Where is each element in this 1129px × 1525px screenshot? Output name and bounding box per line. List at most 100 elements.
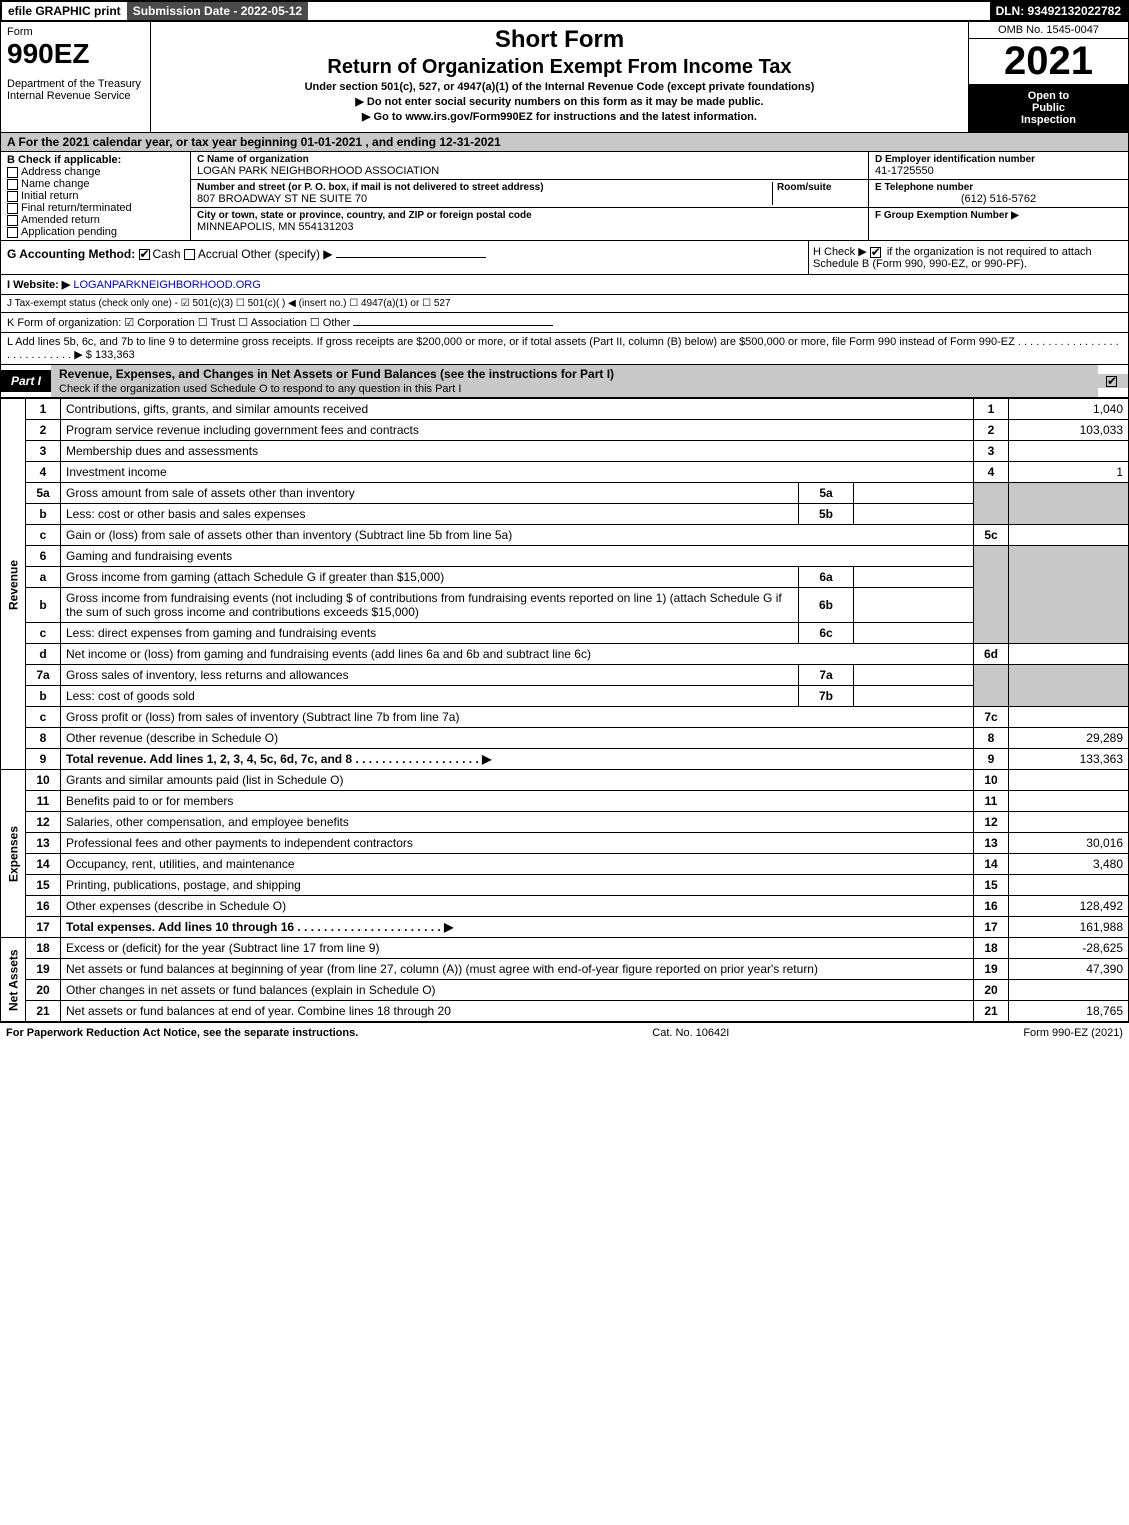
l2-n: 2 [26, 420, 61, 441]
l6a-desc: Gross income from gaming (attach Schedul… [61, 567, 799, 588]
l21-box: 21 [974, 1001, 1009, 1022]
l6-n: 6 [26, 546, 61, 567]
l18-n: 18 [26, 938, 61, 959]
l21-amt: 18,765 [1009, 1001, 1129, 1022]
l6d-n: d [26, 644, 61, 665]
header-left: Form 990EZ Department of the Treasury In… [1, 22, 151, 132]
l21-desc: Net assets or fund balances at end of ye… [61, 1001, 974, 1022]
l19-box: 19 [974, 959, 1009, 980]
l7a-iamt [854, 665, 974, 686]
accrual-label: Accrual [198, 247, 238, 261]
l14-amt: 3,480 [1009, 854, 1129, 875]
footer-right: Form 990-EZ (2021) [1023, 1027, 1123, 1039]
l6c-iamt [854, 623, 974, 644]
l7c-n: c [26, 707, 61, 728]
l9-box: 9 [974, 749, 1009, 770]
efile-print-label[interactable]: efile GRAPHIC print [2, 2, 127, 20]
l6b-ibox: 6b [799, 588, 854, 623]
col-cde: C Name of organization LOGAN PARK NEIGHB… [191, 152, 1128, 240]
l19-amt: 47,390 [1009, 959, 1129, 980]
l5b-desc: Less: cost or other basis and sales expe… [61, 504, 799, 525]
check-pending[interactable] [7, 227, 18, 238]
check-h[interactable] [870, 247, 881, 258]
check-final-return[interactable] [7, 203, 18, 214]
l6c-n: c [26, 623, 61, 644]
l7c-box: 7c [974, 707, 1009, 728]
l7ab-shade1 [974, 665, 1009, 707]
check-amended[interactable] [7, 215, 18, 226]
i-label: I Website: ▶ [7, 279, 70, 291]
line-l: L Add lines 5b, 6c, and 7b to line 9 to … [0, 333, 1129, 365]
l6d-amt [1009, 644, 1129, 665]
part1-check-icon[interactable] [1106, 376, 1117, 387]
ein-value: 41-1725550 [875, 165, 1122, 177]
opt-address: Address change [21, 166, 101, 178]
l13-box: 13 [974, 833, 1009, 854]
l16-box: 16 [974, 896, 1009, 917]
l5b-n: b [26, 504, 61, 525]
l5a-ibox: 5a [799, 483, 854, 504]
line-h: H Check ▶ if the organization is not req… [808, 241, 1128, 274]
check-accrual[interactable] [184, 249, 195, 260]
l2-amt: 103,033 [1009, 420, 1129, 441]
l20-amt [1009, 980, 1129, 1001]
l18-desc: Excess or (deficit) for the year (Subtra… [61, 938, 974, 959]
other-specify-line[interactable] [336, 257, 486, 258]
l13-desc: Professional fees and other payments to … [61, 833, 974, 854]
box-b-title: B Check if applicable: [7, 154, 184, 166]
footer-center: Cat. No. 10642I [652, 1027, 729, 1039]
l3-amt [1009, 441, 1129, 462]
l15-n: 15 [26, 875, 61, 896]
part1-tab: Part I [1, 370, 51, 392]
l7a-desc: Gross sales of inventory, less returns a… [61, 665, 799, 686]
page-footer: For Paperwork Reduction Act Notice, see … [0, 1022, 1129, 1043]
under-section: Under section 501(c), 527, or 4947(a)(1)… [159, 81, 960, 93]
group-exempt-label: F Group Exemption Number ▶ [875, 210, 1122, 221]
city-label: City or town, state or province, country… [197, 210, 862, 221]
bcdef-block: B Check if applicable: Address change Na… [0, 152, 1129, 241]
l5c-n: c [26, 525, 61, 546]
l19-desc: Net assets or fund balances at beginning… [61, 959, 974, 980]
website-link[interactable]: LOGANPARKNEIGHBORHOOD.ORG [73, 279, 260, 291]
l7c-amt [1009, 707, 1129, 728]
l13-amt: 30,016 [1009, 833, 1129, 854]
addr-label: Number and street (or P. O. box, if mail… [197, 182, 772, 193]
box-de: D Employer identification number 41-1725… [868, 152, 1128, 240]
l16-amt: 128,492 [1009, 896, 1129, 917]
line-j: J Tax-exempt status (check only one) - ☑… [0, 295, 1129, 313]
check-address-change[interactable] [7, 167, 18, 178]
irs-label: Internal Revenue Service [7, 90, 144, 102]
check-cash[interactable] [139, 249, 150, 260]
name-label: C Name of organization [197, 154, 862, 165]
l10-amt [1009, 770, 1129, 791]
goto-link[interactable]: ▶ Go to www.irs.gov/Form990EZ for instru… [159, 110, 960, 123]
topbar-spacer [308, 2, 989, 20]
k-other-line[interactable] [353, 325, 553, 326]
inspection: Inspection [971, 114, 1126, 126]
tax-year: 2021 [969, 39, 1128, 84]
room-label: Room/suite [777, 182, 862, 193]
l5c-amt [1009, 525, 1129, 546]
l6-desc: Gaming and fundraising events [61, 546, 974, 567]
l5c-box: 5c [974, 525, 1009, 546]
part1-table: Revenue 1 Contributions, gifts, grants, … [0, 398, 1129, 1022]
l15-amt [1009, 875, 1129, 896]
l17-n: 17 [26, 917, 61, 938]
l20-desc: Other changes in net assets or fund bala… [61, 980, 974, 1001]
l8-box: 8 [974, 728, 1009, 749]
l5ab-shade1 [974, 483, 1009, 525]
l9-n: 9 [26, 749, 61, 770]
l19-n: 19 [26, 959, 61, 980]
l7ab-shade2 [1009, 665, 1129, 707]
l16-desc: Other expenses (describe in Schedule O) [61, 896, 974, 917]
l3-desc: Membership dues and assessments [61, 441, 974, 462]
line-g: G Accounting Method: Cash Accrual Other … [1, 241, 808, 274]
l6a-iamt [854, 567, 974, 588]
l5b-ibox: 5b [799, 504, 854, 525]
l7a-n: 7a [26, 665, 61, 686]
l18-box: 18 [974, 938, 1009, 959]
check-name-change[interactable] [7, 179, 18, 190]
l6d-desc: Net income or (loss) from gaming and fun… [61, 644, 974, 665]
check-initial-return[interactable] [7, 191, 18, 202]
org-name: LOGAN PARK NEIGHBORHOOD ASSOCIATION [197, 165, 862, 177]
